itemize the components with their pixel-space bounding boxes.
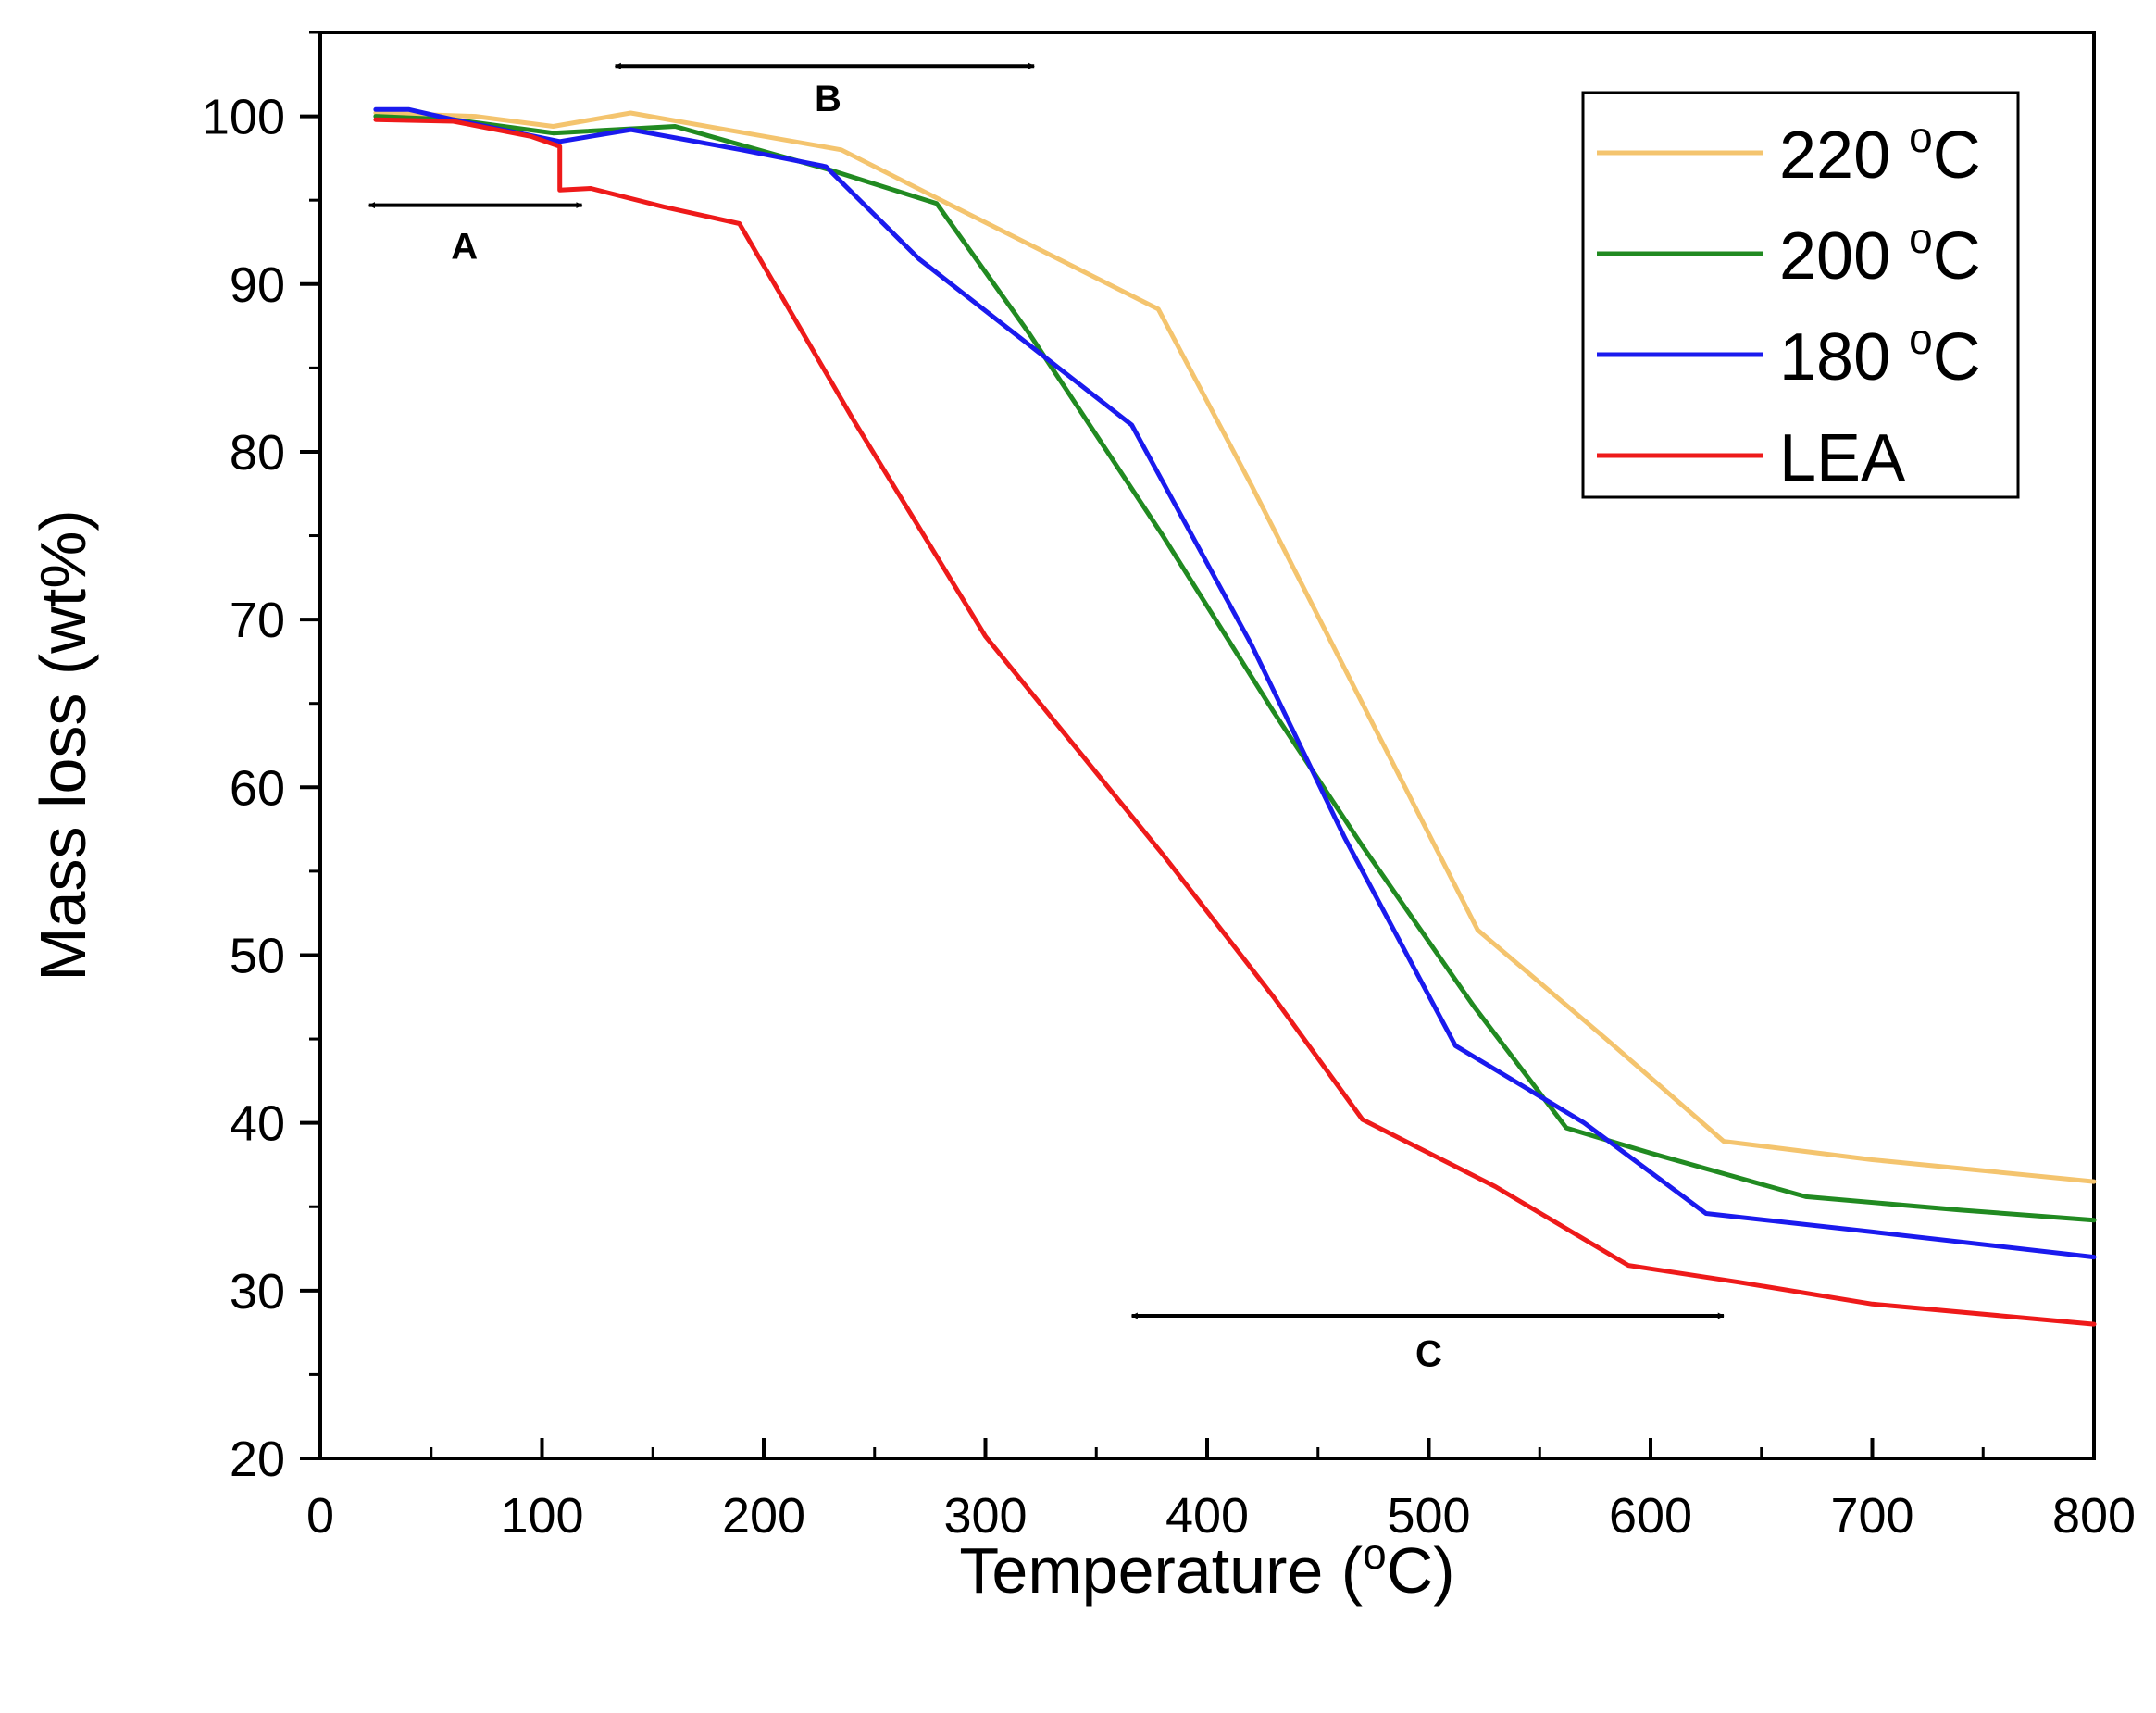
y-tick-label-70: 70 xyxy=(230,593,285,648)
region-label-a: A xyxy=(451,227,478,268)
legend: 220 oC 200 oC 180 oC LEA xyxy=(1581,91,2020,499)
x-tick-label-0: 0 xyxy=(306,1488,334,1544)
region-annotations: A B C xyxy=(368,62,1725,1374)
x-tick-label-100: 100 xyxy=(500,1488,583,1544)
x-tick-label-200: 200 xyxy=(722,1488,805,1544)
x-tick-label-400: 400 xyxy=(1165,1488,1249,1544)
series-line-lea xyxy=(373,117,2097,1327)
region-label-c: C xyxy=(1415,1333,1442,1374)
x-tick-label-500: 500 xyxy=(1387,1488,1470,1544)
y-tick-label-20: 20 xyxy=(230,1432,285,1487)
x-tick-label-300: 300 xyxy=(943,1488,1027,1544)
y-tick-label-40: 40 xyxy=(230,1096,285,1152)
y-tick-label-80: 80 xyxy=(230,425,285,481)
x-tick-label-700: 700 xyxy=(1830,1488,1913,1544)
data-series xyxy=(373,106,2097,1327)
series-line-220-c xyxy=(373,110,2097,1184)
legend-label-1: 200 oC xyxy=(1779,214,1981,294)
y-tick-label-30: 30 xyxy=(230,1264,285,1319)
x-axis-ticks: 0 100 200 300 400 500 600 700 800 xyxy=(306,1438,2136,1544)
region-label-b: B xyxy=(815,79,841,119)
y-axis-title: Mass loss (wt%) xyxy=(27,509,99,981)
y-tick-label-50: 50 xyxy=(230,928,285,983)
legend-label-0: 220 oC xyxy=(1779,113,1981,193)
y-tick-label-60: 60 xyxy=(230,760,285,816)
x-tick-label-800: 800 xyxy=(2052,1488,2136,1544)
y-tick-label-100: 100 xyxy=(202,90,285,145)
legend-label-3: LEA xyxy=(1779,421,1905,495)
x-axis-title: Temperature (oC) xyxy=(959,1530,1454,1607)
y-tick-label-90: 90 xyxy=(230,257,285,313)
legend-box xyxy=(1581,91,2020,499)
series-line-200-c xyxy=(373,114,2097,1223)
x-tick-label-600: 600 xyxy=(1609,1488,1692,1544)
y-axis-ticks: 20 30 40 50 60 70 80 90 100 xyxy=(202,31,320,1487)
legend-label-2: 180 oC xyxy=(1779,315,1981,394)
